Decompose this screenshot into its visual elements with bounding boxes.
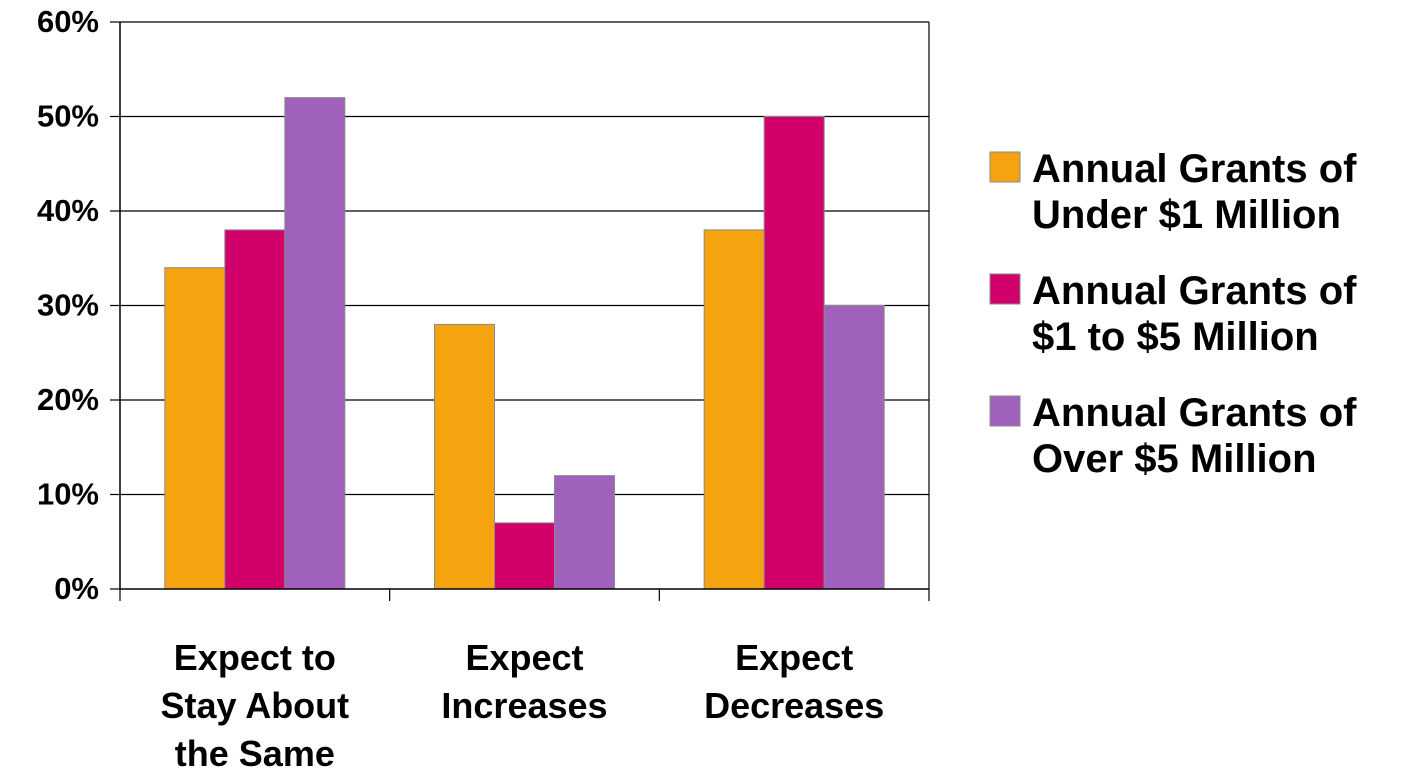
- bar: [823, 305, 885, 590]
- legend-swatch: [989, 151, 1021, 183]
- legend-label: Annual Grants of Under $1 Million: [1032, 147, 1357, 237]
- x-category-label-line: Expect to: [174, 637, 336, 678]
- legend-label-line: Annual Grants of: [1032, 391, 1357, 435]
- x-category-label-line: the Same: [175, 733, 335, 774]
- x-category-label: Expect Increases: [441, 637, 607, 726]
- y-tick-label: 20%: [37, 382, 99, 417]
- x-category-label-line: Stay About: [160, 685, 349, 726]
- x-category-label-line: Decreases: [704, 685, 884, 726]
- legend-label-line: Annual Grants of: [1032, 147, 1357, 191]
- bar: [494, 522, 555, 590]
- legend-label: Annual Grants of $1 to $5 Million: [1032, 269, 1357, 359]
- y-tick-label: 60%: [37, 4, 99, 39]
- legend-label-line: Under $1 Million: [1032, 193, 1341, 237]
- axis-labels: 0% 10% 20% 30% 40% 50% 60% Expect to Stay About t…: [37, 4, 884, 774]
- legend-label-line: $1 to $5 Million: [1032, 315, 1319, 359]
- y-tick-label: 0%: [54, 571, 99, 606]
- x-category-label-line: Increases: [441, 685, 607, 726]
- bar: [554, 475, 615, 590]
- y-tick-label: 40%: [37, 193, 99, 228]
- x-category-label: Expect to Stay About the Same: [160, 637, 349, 774]
- bar: [284, 97, 346, 590]
- legend-label-line: Over $5 Million: [1032, 437, 1317, 481]
- bar: [164, 267, 226, 590]
- bars: [164, 97, 885, 590]
- legend-swatch: [989, 395, 1021, 427]
- bar: [763, 116, 825, 590]
- y-tick-label: 10%: [37, 477, 99, 512]
- legend-swatch: [989, 273, 1021, 305]
- bar: [434, 323, 495, 590]
- axes: [110, 21, 930, 601]
- bar: [224, 229, 286, 590]
- legend-label-line: Annual Grants of: [1032, 269, 1357, 313]
- x-category-label-line: Expect: [735, 637, 853, 678]
- y-tick-label: 50%: [37, 99, 99, 134]
- legend-label: Annual Grants of Over $5 Million: [1032, 391, 1357, 481]
- y-tick-label: 30%: [37, 288, 99, 323]
- x-category-label: Expect Decreases: [704, 637, 884, 726]
- x-category-label-line: Expect: [465, 637, 583, 678]
- bar: [703, 229, 765, 590]
